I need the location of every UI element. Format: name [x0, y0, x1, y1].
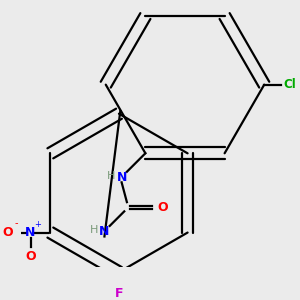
Text: H: H	[106, 171, 115, 181]
Text: -: -	[14, 218, 18, 228]
Text: H: H	[89, 225, 98, 235]
Text: N: N	[99, 225, 110, 238]
Text: +: +	[34, 220, 41, 229]
Text: F: F	[115, 287, 123, 300]
Text: N: N	[116, 170, 127, 184]
Text: N: N	[26, 226, 36, 239]
Text: O: O	[25, 250, 36, 263]
Text: Cl: Cl	[283, 78, 296, 91]
Text: O: O	[3, 226, 13, 239]
Text: O: O	[157, 201, 168, 214]
